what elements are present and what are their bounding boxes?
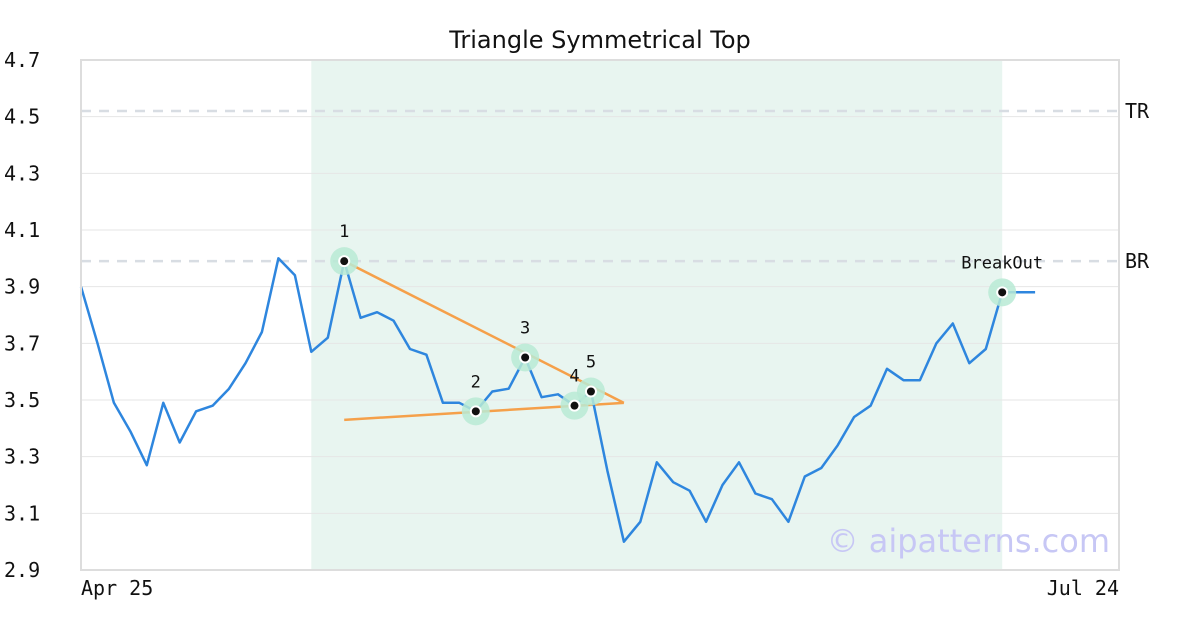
price-line: [79, 257, 1036, 543]
chart-title: Triangle Symmetrical Top: [448, 26, 751, 54]
plot-frame: [80, 59, 1120, 571]
pattern-point-label: 4: [569, 367, 579, 387]
series-layer: [79, 257, 1036, 543]
shaded-region: [311, 60, 1003, 570]
pattern-point-marker: [996, 286, 1009, 299]
axes-layer: 4.7 4.5 4.3 4.1 3.9 3.7 3.5 3.3 3.1 2.9 Apr 25 Jul …: [4, 48, 1120, 600]
pattern-point-marker: [519, 351, 532, 364]
pattern-point-marker: [568, 399, 581, 412]
y-tick-label: 4.5: [4, 105, 40, 129]
x-tick-label: Apr 25: [81, 576, 153, 600]
y-tick-label: 2.9: [4, 558, 40, 582]
y-tick-label: 4.3: [4, 161, 40, 185]
y-tick-label: 3.9: [4, 275, 40, 299]
reference-line-label: BR: [1125, 249, 1150, 273]
pattern-point-marker: [469, 405, 482, 418]
shaded-region-layer: [311, 60, 1003, 570]
x-tick-label: Jul 24: [1047, 576, 1119, 600]
pattern-points-layer: 1 2 3 45 BreakOut: [330, 222, 1043, 426]
y-tick-label: 3.5: [4, 388, 40, 412]
watermark: © aipatterns.com: [827, 522, 1110, 560]
horizontal-lines-layer: TR BR: [81, 99, 1150, 273]
trendline: [343, 260, 625, 404]
y-tick-label: 4.1: [4, 218, 40, 242]
y-tick-label: 3.1: [4, 501, 40, 525]
pattern-point-marker: [584, 385, 597, 398]
pattern-point-marker: [338, 255, 351, 268]
pattern-point-label: 3: [520, 319, 530, 339]
reference-line-label: TR: [1125, 99, 1150, 123]
y-tick-label: 4.7: [4, 48, 40, 72]
y-tick-label: 3.3: [4, 445, 40, 469]
pattern-point-label: BreakOut: [961, 253, 1043, 273]
pattern-point-label: 5: [586, 353, 596, 373]
pattern-point-label: 2: [471, 372, 481, 392]
y-tick-label: 3.7: [4, 331, 40, 355]
pattern-point-label: 1: [339, 222, 349, 242]
